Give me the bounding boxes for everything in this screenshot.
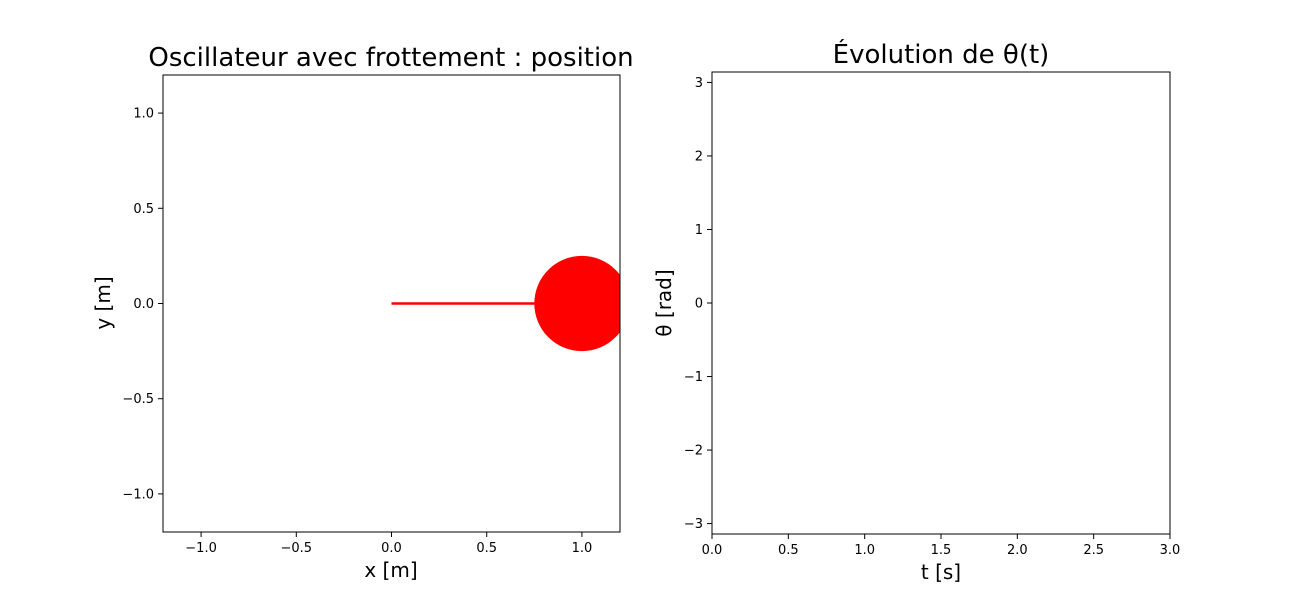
position-x-tick-label: −1.0 — [185, 541, 217, 556]
theta-y-tick-label: 3 — [695, 76, 703, 91]
position-x-tick-label: 0.0 — [381, 541, 402, 556]
theta-x-ticks: 0.0 0.5 1.0 1.5 2.0 2.5 3.0 — [702, 534, 1181, 558]
theta-x-axis-label: t [s] — [921, 560, 961, 584]
theta-chart: Évolution de θ(t) 0.0 0.5 1.0 1.5 2.0 2.5 3.0 … — [652, 38, 1180, 584]
theta-x-tick-label: 2.5 — [1083, 543, 1104, 558]
position-y-tick-label: −1.0 — [122, 487, 154, 502]
theta-chart-title: Évolution de θ(t) — [833, 38, 1050, 70]
theta-y-ticks: −3 −2 −1 0 1 2 3 — [684, 76, 712, 532]
theta-y-axis-label: θ [rad] — [652, 269, 676, 336]
theta-y-tick-label: −2 — [684, 444, 703, 459]
position-y-tick-label: 0.5 — [133, 202, 154, 217]
theta-plot-frame — [711, 71, 1171, 535]
theta-x-tick-label: 0.5 — [778, 543, 799, 558]
position-y-tick-label: 0.0 — [133, 297, 154, 312]
theta-x-tick-label: 0.0 — [702, 543, 723, 558]
theta-y-tick-label: 1 — [695, 223, 703, 238]
theta-y-tick-label: −1 — [684, 370, 703, 385]
theta-x-tick-label: 3.0 — [1160, 543, 1181, 558]
position-y-ticks: −1.0 −0.5 0.0 0.5 1.0 — [122, 107, 163, 502]
position-x-axis-label: x [m] — [364, 558, 417, 582]
theta-x-tick-label: 1.5 — [931, 543, 952, 558]
pendulum-mass — [534, 255, 620, 352]
position-chart-title: Oscillateur avec frottement : position — [148, 43, 633, 73]
position-chart: Oscillateur avec frottement : position −… — [91, 43, 634, 582]
theta-y-tick-label: −3 — [684, 517, 703, 532]
theta-x-tick-label: 1.0 — [854, 543, 875, 558]
position-x-tick-label: −0.5 — [281, 541, 313, 556]
theta-y-tick-label: 0 — [695, 297, 703, 312]
position-x-ticks: −1.0 −0.5 0.0 0.5 1.0 — [185, 532, 592, 556]
position-x-tick-label: 1.0 — [572, 541, 593, 556]
position-y-axis-label: y [m] — [91, 276, 115, 329]
theta-y-tick-label: 2 — [695, 149, 703, 164]
position-x-tick-label: 0.5 — [476, 541, 497, 556]
position-y-tick-label: −0.5 — [122, 392, 154, 407]
position-plot-area — [391, 255, 620, 352]
position-y-tick-label: 1.0 — [133, 107, 154, 122]
theta-x-tick-label: 2.0 — [1007, 543, 1028, 558]
